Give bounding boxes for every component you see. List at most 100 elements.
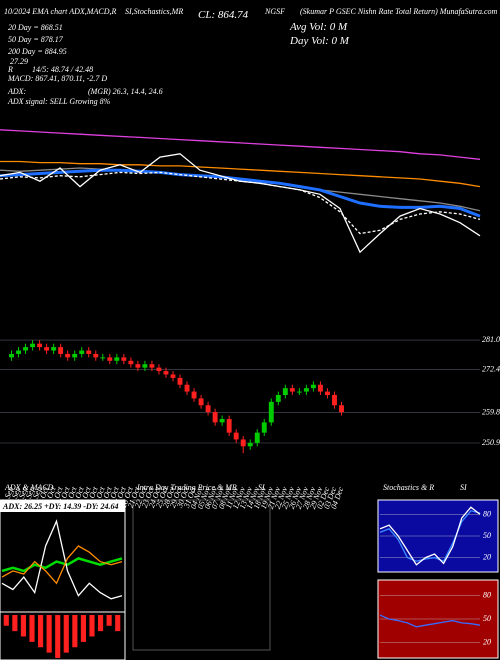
candle-body bbox=[205, 405, 211, 413]
candle-body bbox=[247, 442, 253, 447]
series-line bbox=[1, 519, 123, 600]
candle-body bbox=[317, 384, 323, 392]
candle-body bbox=[149, 364, 155, 368]
panel-title: Stochastics & R bbox=[383, 483, 434, 492]
candle-body bbox=[156, 367, 162, 372]
bar bbox=[115, 615, 121, 632]
bar bbox=[55, 615, 61, 658]
candle-body bbox=[37, 343, 43, 348]
candle-body bbox=[114, 357, 120, 361]
intraday-box bbox=[132, 499, 271, 651]
candle-body bbox=[30, 343, 36, 348]
series-line bbox=[1, 557, 123, 573]
y-tick-label: 20 bbox=[483, 637, 491, 646]
series-line bbox=[0, 168, 481, 218]
candle-body bbox=[142, 364, 148, 368]
value: 27.29 bbox=[10, 57, 28, 66]
candle-body bbox=[93, 353, 99, 358]
title-mid: SI,Stochastics,MR bbox=[125, 7, 183, 16]
series-line bbox=[379, 614, 481, 628]
series-line bbox=[0, 160, 481, 188]
candle-body bbox=[184, 384, 190, 392]
candle-body bbox=[332, 395, 337, 406]
panel-title: ADX & MACD bbox=[4, 483, 54, 492]
candle-body bbox=[58, 347, 64, 354]
candle-body bbox=[100, 357, 106, 359]
bar bbox=[63, 615, 69, 653]
y-tick-label: 80 bbox=[483, 509, 491, 518]
bar bbox=[20, 615, 26, 637]
bar bbox=[3, 615, 9, 626]
bar bbox=[80, 615, 86, 642]
candle-body bbox=[226, 418, 232, 433]
candle-body bbox=[121, 357, 127, 361]
adx-values: (MGR) 26.3, 14.4, 24.6 bbox=[88, 87, 163, 96]
candle-body bbox=[86, 350, 92, 354]
panel-subtitle: ADX: 26.25 +DY: 14.39 -DY: 24.64 bbox=[2, 502, 119, 511]
title-left: 10/2024 EMA chart ADX,MACD,R bbox=[4, 7, 116, 16]
ma20: 20 Day = 868.51 bbox=[8, 23, 63, 32]
series-line bbox=[379, 506, 481, 566]
candle-body bbox=[16, 350, 21, 354]
bar bbox=[98, 615, 104, 632]
adx-signal: ADX signal: SELL Growing 8% bbox=[7, 97, 111, 106]
candle-body bbox=[79, 350, 85, 354]
series-line bbox=[0, 129, 481, 160]
candle-body bbox=[324, 391, 330, 395]
candle-body bbox=[177, 377, 183, 385]
close: CL: 864.74 bbox=[198, 9, 249, 21]
y-tick-label: 250.97 bbox=[482, 438, 500, 447]
panel-subtitle: SI bbox=[460, 483, 467, 492]
day-vol: Day Vol: 0 M bbox=[289, 35, 350, 47]
candle-body bbox=[198, 398, 204, 406]
candle-body bbox=[282, 388, 288, 395]
candle-body bbox=[23, 347, 29, 351]
candle-body bbox=[289, 388, 295, 392]
candle-body bbox=[268, 401, 274, 423]
candle-body bbox=[191, 391, 197, 399]
bar bbox=[46, 615, 52, 653]
candle-body bbox=[170, 374, 176, 378]
adx-header-bg bbox=[0, 500, 125, 512]
y-tick-label: 50 bbox=[483, 531, 491, 540]
candle-body bbox=[135, 364, 141, 368]
y-tick-label: 281.06 bbox=[482, 335, 500, 344]
bar bbox=[29, 615, 35, 642]
y-tick-label: 20 bbox=[483, 553, 491, 562]
rsi: 14/5: 48.74 / 42.48 bbox=[32, 65, 93, 74]
candle-body bbox=[275, 395, 281, 402]
candle-body bbox=[9, 353, 14, 358]
bar bbox=[12, 615, 18, 632]
candle-body bbox=[163, 371, 169, 375]
y-tick-label: 50 bbox=[483, 614, 491, 623]
source: (Skumar P GSEC Nishn Rate Total Return) … bbox=[300, 7, 498, 16]
bar bbox=[38, 615, 44, 648]
candle-body bbox=[44, 347, 50, 351]
series-line bbox=[1, 545, 123, 585]
symbol: NGSF bbox=[264, 7, 285, 16]
candle-body bbox=[261, 422, 267, 433]
candle-body bbox=[128, 360, 134, 365]
y-tick-label: 259.87 bbox=[482, 408, 500, 417]
adx: ADX: bbox=[7, 87, 27, 96]
panel-subtitle: SI bbox=[258, 483, 265, 492]
series-line bbox=[379, 510, 481, 563]
ma200: 200 Day = 884.95 bbox=[8, 47, 67, 56]
candle-body bbox=[72, 353, 78, 358]
y-tick-label: 80 bbox=[483, 591, 491, 600]
bar bbox=[72, 615, 78, 648]
candle-body bbox=[240, 439, 246, 447]
bar bbox=[89, 615, 95, 637]
r-label: R bbox=[7, 65, 13, 74]
candle-body bbox=[212, 412, 218, 423]
candle-body bbox=[303, 388, 309, 392]
candle-body bbox=[65, 353, 71, 358]
candle-body bbox=[339, 405, 344, 413]
candle-body bbox=[254, 432, 260, 443]
candle-body bbox=[51, 347, 57, 351]
ma50: 50 Day = 878.17 bbox=[8, 35, 64, 44]
candle-body bbox=[219, 418, 225, 423]
candle-body bbox=[310, 384, 316, 389]
